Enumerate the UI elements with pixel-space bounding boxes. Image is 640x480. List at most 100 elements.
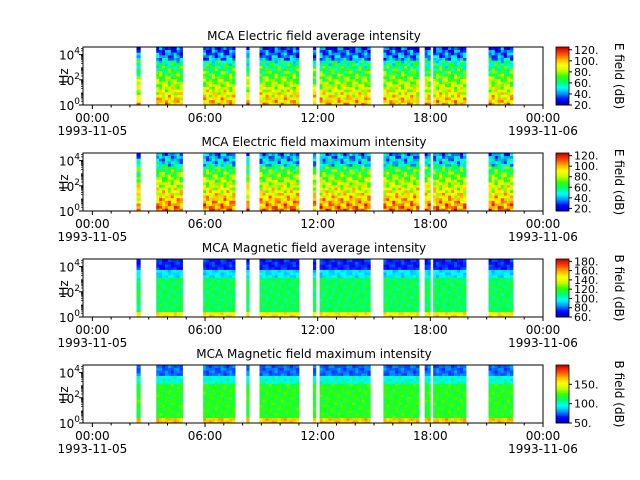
spectrogram-cell <box>355 189 359 193</box>
colorbar-swatch <box>556 94 569 97</box>
spectrogram-cell <box>159 81 163 85</box>
spectrogram-cell <box>223 163 227 167</box>
spectrogram-cell <box>404 54 408 58</box>
spectrogram-cell <box>232 290 236 294</box>
spectrogram-cell <box>322 290 326 294</box>
spectrogram-cell <box>497 91 502 95</box>
spectrogram-cell <box>328 102 332 106</box>
spectrogram-cell <box>331 184 335 188</box>
spectrogram-cell <box>436 200 440 204</box>
spectrogram-cell <box>352 174 356 178</box>
spectrogram-cell <box>162 102 166 106</box>
spectrogram-cell <box>424 65 428 69</box>
spectrogram-cell <box>343 49 347 53</box>
spectrogram-cell <box>500 153 505 157</box>
spectrogram-cell <box>156 91 160 95</box>
spectrogram-cell <box>427 94 431 98</box>
spectrogram-cell <box>136 86 141 90</box>
spectrogram-cell <box>392 73 396 77</box>
colorbar-tick-label: 40. <box>574 192 592 205</box>
spectrogram-cell <box>271 303 276 307</box>
spectrogram-cell <box>331 99 335 103</box>
spectrogram-cell <box>313 73 317 77</box>
spectrogram-cell <box>223 160 227 164</box>
spectrogram-cell <box>277 200 282 204</box>
spectrogram-cell <box>295 176 300 180</box>
spectrogram-cell <box>170 94 175 98</box>
spectrogram-cell <box>203 57 207 61</box>
spectrogram-cell <box>410 200 414 204</box>
spectrogram-cell <box>262 277 266 281</box>
spectrogram-cell <box>319 176 323 180</box>
spectrogram-cell <box>407 62 411 66</box>
spectrogram-cell <box>262 274 266 278</box>
spectrogram-cell <box>223 200 227 204</box>
spectrogram-cell <box>404 99 408 103</box>
spectrogram-cell <box>355 54 359 58</box>
spectrogram-cell <box>346 200 350 204</box>
spectrogram-cell <box>325 52 329 56</box>
spectrogram-cell <box>343 73 347 77</box>
spectrogram-cell <box>206 68 210 72</box>
spectrogram-cell <box>445 163 449 167</box>
spectrogram-cell <box>367 179 371 183</box>
spectrogram-cell <box>358 171 362 175</box>
spectrogram-cell <box>280 73 285 77</box>
spectrogram-cell <box>325 259 329 263</box>
spectrogram-cell <box>170 200 175 204</box>
spectrogram-cell <box>395 163 399 167</box>
spectrogram-cell <box>274 62 279 66</box>
spectrogram-cell <box>395 76 399 80</box>
spectrogram-cell <box>395 78 399 82</box>
spectrogram-cell <box>361 203 365 207</box>
spectrogram-cell <box>389 91 393 95</box>
spectrogram-cell <box>232 282 236 286</box>
spectrogram-cell <box>395 65 399 69</box>
spectrogram-cell <box>289 91 294 95</box>
spectrogram-cell <box>334 309 338 313</box>
spectrogram-cell <box>170 153 175 157</box>
spectrogram-cell <box>439 89 443 93</box>
spectrogram-cell <box>262 65 266 69</box>
spectrogram-cell <box>340 160 344 164</box>
spectrogram-cell <box>214 272 219 276</box>
spectrogram-cell <box>367 155 371 159</box>
spectrogram-cell <box>223 203 227 207</box>
spectrogram-cell <box>271 264 276 268</box>
spectrogram-cell <box>217 86 221 90</box>
spectrogram-cell <box>352 60 356 64</box>
spectrogram-cell <box>407 184 411 188</box>
spectrogram-cell <box>292 47 297 51</box>
colorbar-swatch <box>556 102 569 104</box>
spectrogram-cell <box>488 163 493 167</box>
spectrogram-cell <box>346 197 350 201</box>
data-interval <box>319 259 371 318</box>
spectrogram-cell <box>159 171 163 175</box>
spectrogram-cell <box>413 65 417 69</box>
spectrogram-cell <box>407 68 411 72</box>
spectrogram-cell <box>214 203 219 207</box>
spectrogram-cell <box>164 57 169 61</box>
spectrogram-cell <box>410 184 414 188</box>
spectrogram-cell <box>361 70 365 74</box>
spectrogram-cell <box>271 274 276 278</box>
spectrogram-cell <box>220 163 224 167</box>
spectrogram-cell <box>392 102 396 106</box>
spectrogram-cell <box>386 166 390 170</box>
spectrogram-cell <box>349 187 353 191</box>
spectrogram-cell <box>407 203 411 207</box>
spectrogram-cell <box>265 264 269 268</box>
spectrogram-cell <box>156 57 160 61</box>
spectrogram-cell <box>223 89 227 93</box>
spectrogram-cell <box>159 285 163 289</box>
spectrogram-cell <box>383 83 387 87</box>
spectrogram-cell <box>319 269 323 273</box>
spectrogram-cell <box>364 155 368 159</box>
spectrogram-cell <box>214 65 219 69</box>
spectrogram-cell <box>436 160 440 164</box>
spectrogram-cell <box>283 89 288 93</box>
spectrogram-cell <box>424 70 428 74</box>
spectrogram-cell <box>246 47 250 51</box>
spectrogram-cell <box>340 163 344 167</box>
spectrogram-cell <box>460 192 464 196</box>
